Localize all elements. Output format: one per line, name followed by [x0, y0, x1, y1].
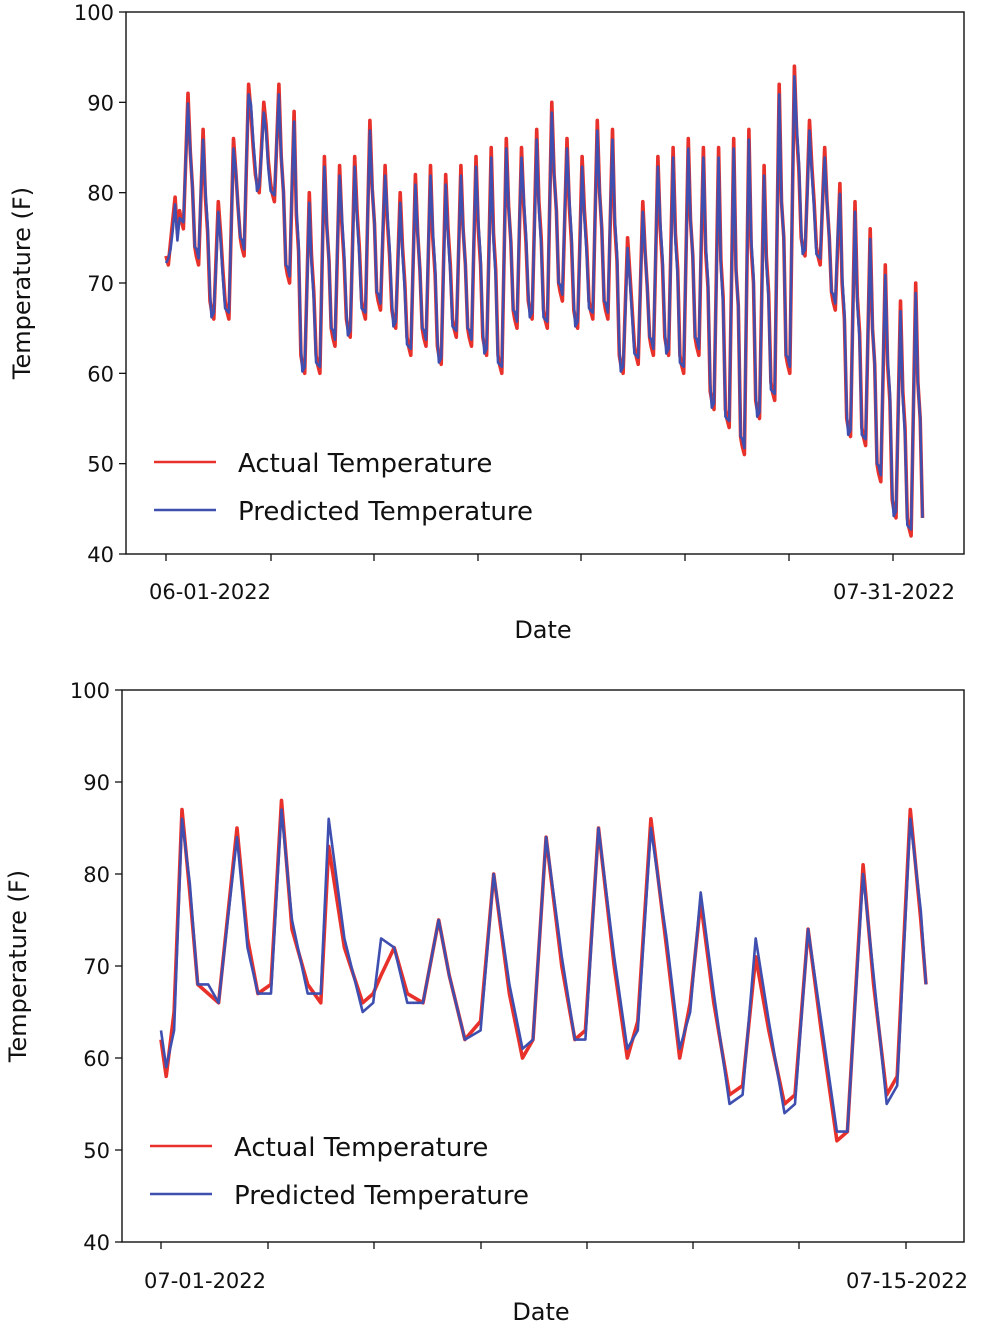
y-tick-label: 80	[83, 863, 110, 887]
chart-bottom: Date Temperature (F) 40 50 60 70 80 90 100 07-0…	[4, 679, 968, 1326]
legend-label: Predicted Temperature	[238, 497, 533, 527]
y-tick-label: 70	[87, 272, 114, 296]
legend-label: Predicted Temperature	[234, 1181, 529, 1211]
x-tick-label: 06-01-2022	[149, 580, 271, 604]
y-tick-label: 80	[87, 182, 114, 206]
y-tick-label: 100	[74, 1, 114, 25]
y-tick-label: 40	[83, 1231, 110, 1255]
series-predicted-line	[164, 75, 924, 531]
legend-label: Actual Temperature	[238, 449, 492, 479]
y-tick-label: 50	[87, 453, 114, 477]
y-tick-label: 60	[83, 1047, 110, 1071]
y-tick-label: 70	[83, 955, 110, 979]
y-tick-label: 100	[70, 679, 110, 703]
chart-top: Date Temperature (F) 40 50 60 70 80 90 100 06-0…	[8, 1, 965, 644]
x-tick-label: 07-01-2022	[144, 1269, 266, 1293]
series-actual-line	[159, 798, 928, 1143]
xlabel: Date	[512, 1298, 569, 1326]
y-tick-label: 50	[83, 1139, 110, 1163]
y-tick-label: 90	[87, 91, 114, 115]
ylabel: Temperature (F)	[8, 187, 36, 380]
y-tick-label: 60	[87, 362, 114, 386]
x-tick-label: 07-15-2022	[846, 1269, 968, 1293]
x-tick-label: 07-31-2022	[833, 580, 955, 604]
ylabel: Temperature (F)	[4, 870, 32, 1063]
xlabel: Date	[514, 616, 571, 644]
y-tick-label: 40	[87, 543, 114, 567]
y-tick-label: 90	[83, 771, 110, 795]
series-predicted-line	[159, 808, 928, 1133]
legend-label: Actual Temperature	[234, 1133, 488, 1163]
